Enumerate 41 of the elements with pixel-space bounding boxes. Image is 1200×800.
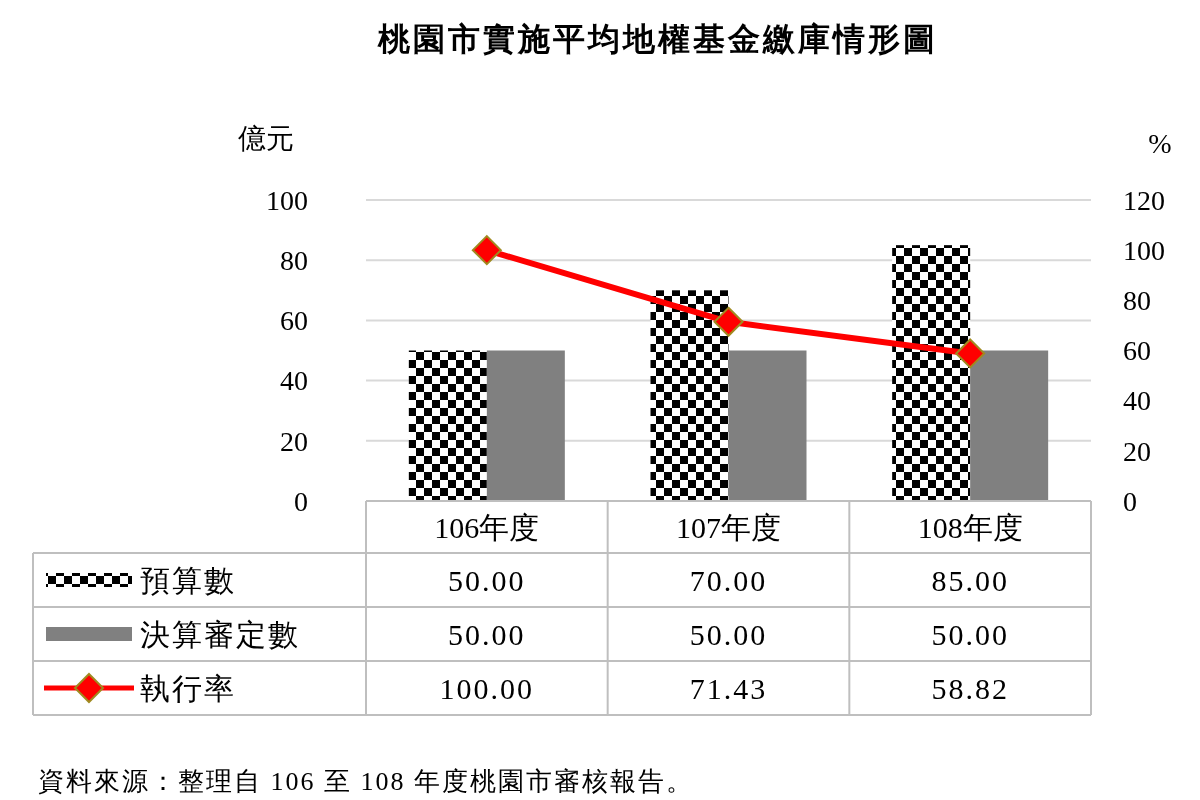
data-label: 71.43 <box>689 671 768 705</box>
y2-tick-label: 0 <box>1123 485 1137 517</box>
bar <box>486 350 565 501</box>
data-label: 85.00 <box>931 563 1009 597</box>
y-axis-title: 億元 <box>238 123 294 154</box>
data-label: 100.00 <box>439 671 535 705</box>
bar <box>892 245 971 501</box>
y-tick-label: 100 <box>266 184 308 216</box>
bar <box>728 350 807 501</box>
point <box>955 338 986 369</box>
data-label: 58.82 <box>931 671 1009 705</box>
y2-tick-label: 120 <box>1123 184 1165 216</box>
data-label: 50.00 <box>448 563 526 597</box>
y2-tick-label: 60 <box>1123 335 1151 367</box>
bar <box>650 290 729 501</box>
y-tick-label: 80 <box>280 245 308 276</box>
point <box>471 235 502 266</box>
data-label: 50.00 <box>448 617 526 651</box>
x-tick-label: 106年度 <box>434 510 540 544</box>
data-label: 50.00 <box>931 617 1009 651</box>
y-tick-label: 0 <box>294 485 308 517</box>
y2-tick-label: 100 <box>1123 234 1165 266</box>
x-tick-label: 108年度 <box>917 510 1023 544</box>
data-label: 70.00 <box>689 563 768 597</box>
y2-axis-title: % <box>1148 128 1172 159</box>
legend-label: 執行率 <box>140 671 236 705</box>
data-label: 50.00 <box>689 617 768 651</box>
x-tick-label: 107年度 <box>676 510 781 544</box>
chart-title: 桃園市實施平均地權基金繳庫情形圖 <box>377 21 938 57</box>
y2-tick-label: 80 <box>1123 285 1151 317</box>
y2-tick-label: 20 <box>1123 435 1151 467</box>
y-tick-label: 60 <box>280 305 308 337</box>
bar <box>408 350 487 501</box>
y-tick-label: 40 <box>280 365 308 397</box>
y2-tick-label: 40 <box>1123 385 1151 417</box>
legend-label: 預算數 <box>140 563 236 597</box>
y-tick-label: 20 <box>280 425 308 457</box>
point <box>713 306 744 337</box>
bar <box>970 350 1049 501</box>
source-note: 資料來源：整理自 106 至 108 年度桃園市審核報告。 <box>38 767 694 796</box>
legend-label: 決算審定數 <box>140 617 300 651</box>
